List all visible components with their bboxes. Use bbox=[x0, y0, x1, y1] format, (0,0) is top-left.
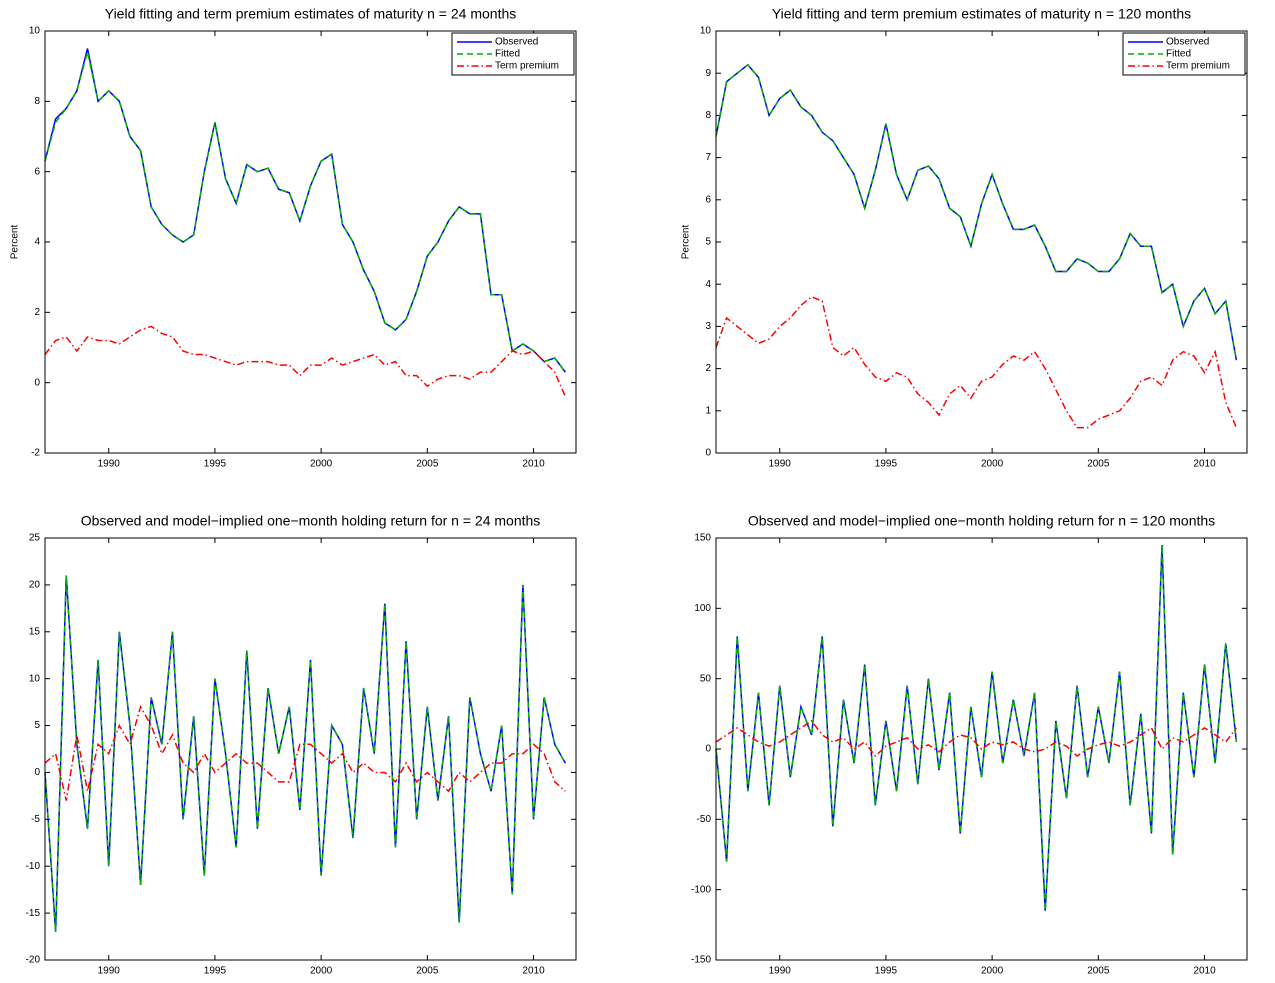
x-tick-label: 1990 bbox=[98, 459, 121, 470]
x-tick-label: 1995 bbox=[875, 966, 898, 977]
x-tick-label: 2005 bbox=[1087, 966, 1110, 977]
x-tick-label: 2005 bbox=[416, 459, 439, 470]
y-tick-label: 20 bbox=[29, 580, 41, 591]
axes-frame bbox=[715, 30, 1248, 454]
y-tick-label: 0 bbox=[34, 377, 40, 388]
y-tick-label: 10 bbox=[29, 26, 41, 37]
series-line bbox=[44, 51, 566, 373]
y-axis-label: Percent bbox=[10, 225, 21, 260]
y-tick-label: -150 bbox=[691, 955, 711, 966]
y-tick-label: -100 bbox=[691, 884, 711, 895]
legend-label: Fitted bbox=[1166, 49, 1191, 60]
legend-label: Term premium bbox=[1166, 61, 1230, 72]
y-tick-label: -2 bbox=[31, 448, 40, 459]
x-tick-label: 2010 bbox=[1193, 966, 1216, 977]
legend-label: Observed bbox=[1166, 37, 1209, 48]
axes-frame bbox=[715, 537, 1248, 961]
x-tick-label: 1990 bbox=[769, 966, 792, 977]
y-tick-label: 0 bbox=[705, 744, 711, 755]
series-line bbox=[44, 325, 567, 398]
x-tick-label: 2000 bbox=[981, 459, 1004, 470]
y-tick-label: -15 bbox=[26, 908, 41, 919]
series-line bbox=[715, 63, 1238, 361]
chart-title: Observed and model−implied one−month hol… bbox=[81, 513, 541, 529]
series-line bbox=[44, 575, 567, 932]
y-tick-label: -50 bbox=[697, 814, 712, 825]
x-tick-label: 1990 bbox=[769, 459, 792, 470]
y-tick-label: -10 bbox=[26, 861, 41, 872]
y-tick-label: 6 bbox=[705, 194, 711, 205]
series-line bbox=[44, 48, 566, 373]
series-line bbox=[715, 296, 1238, 429]
x-tick-label: 1995 bbox=[204, 966, 227, 977]
x-tick-label: 2005 bbox=[1087, 459, 1110, 470]
y-tick-label: 25 bbox=[29, 533, 41, 544]
y-tick-label: 50 bbox=[700, 673, 712, 684]
series-line bbox=[44, 575, 567, 932]
series-line bbox=[715, 545, 1238, 911]
y-tick-label: 8 bbox=[705, 110, 711, 121]
y-tick-label: 0 bbox=[34, 767, 40, 778]
x-tick-label: 2000 bbox=[310, 459, 333, 470]
y-tick-label: -5 bbox=[31, 814, 40, 825]
y-tick-label: 10 bbox=[700, 26, 712, 37]
x-tick-label: 2010 bbox=[522, 966, 545, 977]
y-tick-label: 0 bbox=[705, 448, 711, 459]
y-tick-label: -20 bbox=[26, 955, 41, 966]
series-line bbox=[44, 704, 566, 801]
x-tick-label: 2010 bbox=[1193, 459, 1216, 470]
series-line bbox=[715, 63, 1238, 361]
y-tick-label: 7 bbox=[705, 152, 711, 163]
y-axis-label: Percent bbox=[681, 225, 692, 260]
chart-title: Yield fitting and term premium estimates… bbox=[772, 6, 1191, 22]
chart-title: Yield fitting and term premium estimates… bbox=[105, 6, 517, 22]
axes-frame bbox=[44, 537, 577, 961]
y-tick-label: 5 bbox=[705, 237, 711, 248]
y-tick-label: 2 bbox=[705, 363, 711, 374]
y-tick-label: 15 bbox=[29, 626, 41, 637]
y-tick-label: 150 bbox=[694, 533, 711, 544]
y-tick-label: 1 bbox=[705, 405, 711, 416]
series-line bbox=[715, 545, 1238, 911]
y-tick-label: 9 bbox=[705, 68, 711, 79]
series-line bbox=[715, 719, 1237, 758]
y-tick-label: 3 bbox=[705, 321, 711, 332]
x-tick-label: 1995 bbox=[204, 459, 227, 470]
legend-label: Observed bbox=[495, 37, 538, 48]
legend-label: Fitted bbox=[495, 49, 520, 60]
x-tick-label: 1990 bbox=[98, 966, 121, 977]
x-tick-label: 2000 bbox=[310, 966, 333, 977]
y-tick-label: 10 bbox=[29, 673, 41, 684]
y-tick-label: 4 bbox=[705, 279, 711, 290]
y-tick-label: 4 bbox=[34, 237, 40, 248]
y-tick-label: 8 bbox=[34, 96, 40, 107]
y-tick-label: 100 bbox=[694, 603, 711, 614]
legend-label: Term premium bbox=[495, 61, 559, 72]
y-tick-label: 2 bbox=[34, 307, 40, 318]
y-tick-label: 6 bbox=[34, 166, 40, 177]
chart-title: Observed and model−implied one−month hol… bbox=[748, 513, 1215, 529]
x-tick-label: 2000 bbox=[981, 966, 1004, 977]
axes-frame bbox=[44, 30, 577, 454]
x-tick-label: 1995 bbox=[875, 459, 898, 470]
x-tick-label: 2010 bbox=[522, 459, 545, 470]
x-tick-label: 2005 bbox=[416, 966, 439, 977]
y-tick-label: 5 bbox=[34, 720, 40, 731]
